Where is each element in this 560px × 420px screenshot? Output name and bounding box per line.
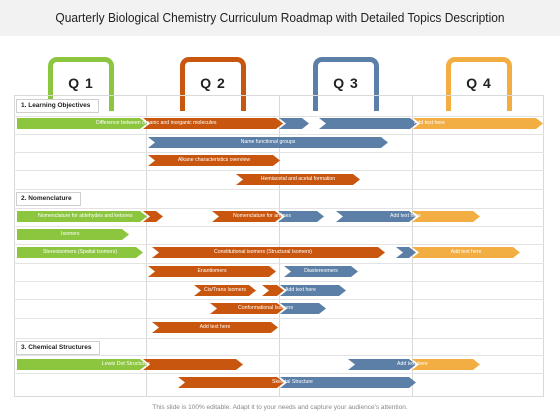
task-bar	[17, 359, 147, 370]
row-divider	[14, 134, 544, 135]
section-nomenclature: 2. Nomenclature	[16, 192, 81, 206]
task-bar	[413, 118, 543, 129]
task-bar	[178, 377, 284, 388]
task-bar-stereoisomers: Stereoisomers (Spatial Isomers)	[17, 247, 143, 258]
row-divider	[14, 355, 544, 356]
footer-note: This slide is 100% editable. Adapt it to…	[152, 404, 408, 411]
task-bar	[412, 211, 480, 222]
row-divider	[14, 152, 544, 153]
task-bar	[143, 211, 163, 222]
quarter-label-q3: Q 3	[333, 75, 359, 91]
row-divider	[14, 338, 544, 339]
task-bar-cis-trans: Cis/Trans Isomers	[194, 285, 256, 296]
task-bar	[280, 377, 416, 388]
grid-divider	[412, 95, 413, 397]
quarter-label-q4: Q 4	[466, 75, 492, 91]
row-divider	[14, 373, 544, 374]
quarter-label-q2: Q 2	[200, 75, 226, 91]
task-bar-alkane: Alkane characteristics overview	[148, 155, 280, 166]
task-bar	[336, 211, 416, 222]
quarter-header-q2: Q 2	[180, 57, 246, 111]
task-label-conformational: Conformational Isomers	[238, 305, 294, 311]
task-label-add-text: Add text here	[414, 120, 445, 126]
task-bar-enantiomers: Enantiomers	[148, 266, 276, 277]
task-bar	[143, 118, 283, 129]
task-label-amines: Nomenclature for amines	[233, 213, 291, 219]
task-bar	[262, 285, 284, 296]
task-bar	[280, 303, 326, 314]
task-bar-add-text: Add text here	[152, 322, 278, 333]
row-divider	[14, 189, 544, 190]
row-divider	[14, 116, 544, 117]
quarter-header-q3: Q 3	[313, 57, 379, 111]
task-bar	[17, 211, 147, 222]
task-label-add-text: Add text here	[390, 213, 421, 219]
task-label-aldehydes: Nomenclature for aldehydes and ketones	[38, 213, 133, 219]
section-chemical-structures: 3. Chemical Structures	[16, 341, 101, 355]
task-bar	[412, 359, 480, 370]
task-bar	[319, 118, 417, 129]
task-bar-add-text: Add text here	[412, 247, 520, 258]
task-bar	[152, 247, 385, 258]
grid-divider	[279, 95, 280, 397]
row-divider	[14, 299, 544, 300]
grid-divider	[146, 95, 147, 397]
row-divider	[14, 208, 544, 209]
page-title: Quarterly Biological Chemistry Curriculu…	[55, 10, 505, 25]
row-divider	[14, 170, 544, 171]
task-label-isomers: Isomers	[61, 231, 80, 237]
task-bar	[278, 211, 324, 222]
quarter-header-q4: Q 4	[446, 57, 512, 111]
task-bar	[17, 118, 147, 129]
task-bar-functional-groups: Name functional groups	[148, 137, 388, 148]
row-divider	[14, 318, 544, 319]
task-label-skeletal: Skeletal Structure	[272, 379, 313, 385]
row-divider	[14, 226, 544, 227]
row-divider	[14, 263, 544, 264]
task-bar	[212, 211, 282, 222]
row-divider	[14, 244, 544, 245]
task-bar	[280, 285, 346, 296]
task-bar-hemiacetal: Hemiacetal and acetal formation	[236, 174, 360, 185]
task-bar-diastereomers: Diastereomers	[284, 266, 358, 277]
title-bar	[0, 0, 560, 36]
row-divider	[14, 281, 544, 282]
task-bar	[396, 247, 416, 258]
task-bar-isomers: Isomers	[17, 229, 129, 240]
task-label-constitutional: Constitutional isomers (Structural Isome…	[214, 249, 313, 255]
task-bar	[210, 303, 284, 314]
quarter-label-q1: Q 1	[68, 75, 94, 91]
task-label-difference: Difference between organic and inorganic…	[96, 120, 217, 126]
task-label-lewis: Lewis Dot Structures	[102, 361, 150, 367]
task-label-add-text: Add text here	[397, 361, 428, 367]
task-bar	[143, 359, 243, 370]
section-learning-objectives: 1. Learning Objectives	[16, 99, 100, 113]
task-bar	[348, 359, 416, 370]
task-bar	[279, 118, 309, 129]
task-label-add-text: Add text here	[285, 287, 316, 293]
